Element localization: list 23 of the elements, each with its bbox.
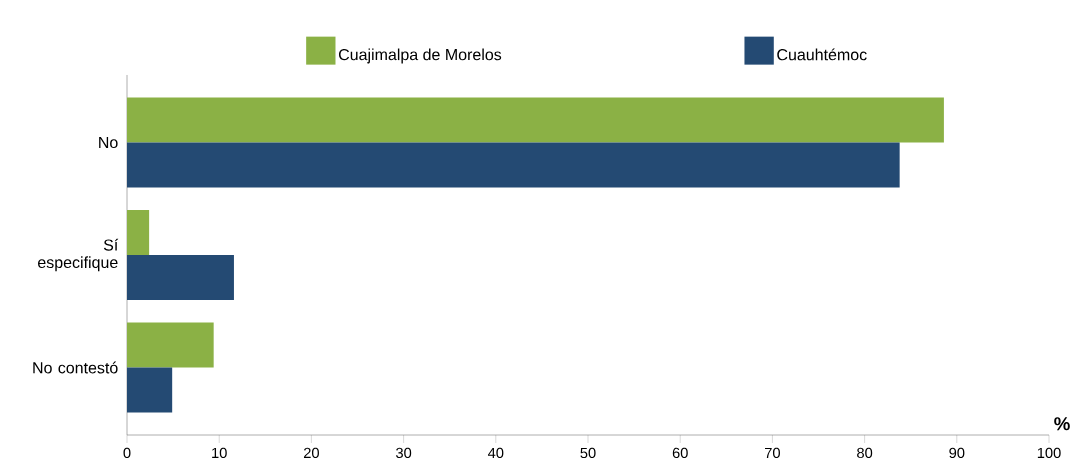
y-tick-label: No (99, 136, 118, 149)
x-tick-label: 80 (857, 447, 873, 459)
bar (127, 367, 173, 413)
legend-label: Cuajimalpa de Morelos (338, 48, 502, 64)
bar (127, 322, 214, 368)
bar (127, 255, 234, 300)
legend-label: Cuauhtémoc (777, 48, 867, 61)
x-tick-label: 30 (396, 447, 412, 459)
x-tick-label: 0 (123, 447, 131, 459)
y-tick-label: No contestó (33, 361, 118, 374)
y-tick-label: Sí especifique (38, 238, 119, 272)
x-tick-label: 10 (212, 447, 227, 459)
x-tick-label: 70 (765, 447, 780, 459)
bar (127, 210, 150, 255)
x-tick-label: 60 (672, 447, 688, 459)
x-tick-label: 100 (1037, 447, 1061, 459)
x-axis-title: % (1054, 417, 1070, 431)
bar (127, 142, 900, 188)
x-tick-label: 50 (580, 447, 596, 459)
x-tick-label: 20 (303, 447, 319, 459)
x-tick-label: 90 (949, 447, 965, 459)
bar (127, 97, 944, 143)
x-tick-label: 40 (487, 447, 504, 459)
